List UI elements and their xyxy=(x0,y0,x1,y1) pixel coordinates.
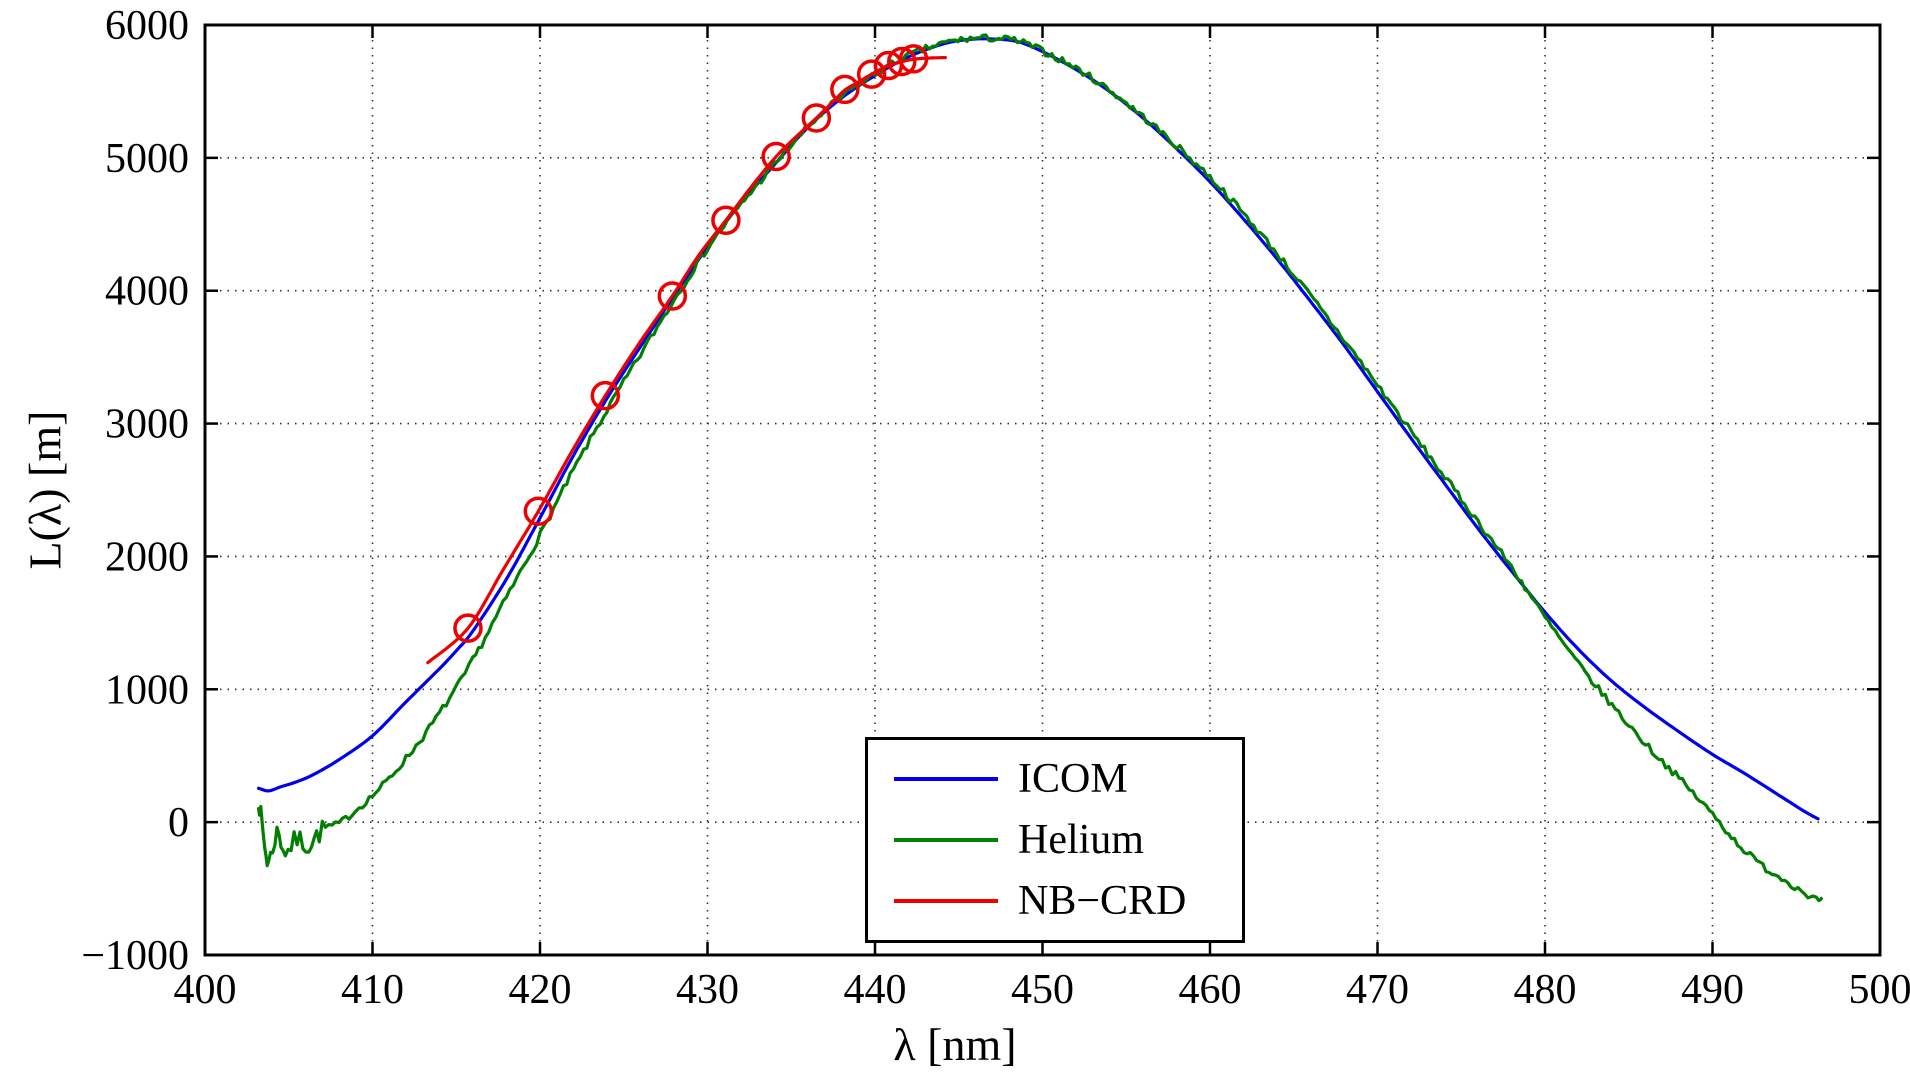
data-point-marker xyxy=(711,205,741,236)
y-tick-label: 2000 xyxy=(105,534,189,580)
data-point-marker xyxy=(761,141,791,172)
x-tick-label: 400 xyxy=(174,967,237,1013)
legend-line-sample-nbcrd xyxy=(894,899,998,904)
x-tick-label: 410 xyxy=(341,967,404,1013)
data-point-marker xyxy=(453,613,483,643)
legend-label-nbcrd: NB−CRD xyxy=(1018,878,1187,925)
y-tick-label: 4000 xyxy=(105,269,189,315)
series-icom-line xyxy=(257,37,1820,821)
tick-labels: 400 410 420 430 440 450 460 470 480 490 500 −1000 0 1… xyxy=(81,3,1910,1013)
axis-ticks xyxy=(203,23,1882,957)
y-tick-label: −1000 xyxy=(81,933,189,979)
x-tick-label: 420 xyxy=(509,967,572,1013)
legend-row-helium: Helium xyxy=(868,819,1242,861)
data-point-marker xyxy=(590,380,621,411)
data-point-marker xyxy=(523,496,554,527)
y-tick-label: 3000 xyxy=(105,402,189,448)
y-axis-label: L(λ) [m] xyxy=(19,410,71,570)
series-nb-crd-line xyxy=(426,56,947,665)
series-nb-crd-markers xyxy=(453,44,929,643)
series-helium-line xyxy=(257,33,1823,903)
legend-row-nbcrd: NB−CRD xyxy=(868,880,1242,922)
data-point-marker xyxy=(830,74,860,105)
y-tick-label: 1000 xyxy=(105,667,189,713)
data-point-marker xyxy=(856,59,887,89)
x-tick-label: 470 xyxy=(1346,967,1409,1013)
x-tick-label: 490 xyxy=(1681,967,1744,1013)
y-tick-label: 6000 xyxy=(105,3,189,49)
y-tick-label: 5000 xyxy=(105,136,189,182)
x-tick-label: 440 xyxy=(844,967,907,1013)
data-point-marker xyxy=(657,281,688,311)
data-point-marker xyxy=(801,103,832,133)
legend-line-sample-icom xyxy=(894,776,998,781)
x-tick-label: 430 xyxy=(676,967,739,1013)
x-axis-label: λ [nm] xyxy=(893,1019,1017,1070)
legend-label-helium: Helium xyxy=(1018,816,1144,863)
data-point-marker xyxy=(887,46,917,77)
data-point-marker xyxy=(898,44,929,74)
x-tick-label: 480 xyxy=(1514,967,1577,1013)
x-tick-label: 460 xyxy=(1179,967,1242,1013)
y-tick-label: 0 xyxy=(168,800,189,846)
x-tick-label: 500 xyxy=(1849,967,1910,1013)
legend-line-sample-helium xyxy=(894,837,998,842)
legend-label-icom: ICOM xyxy=(1018,755,1128,802)
legend-box: ICOM Helium NB−CRD xyxy=(865,737,1245,943)
x-tick-label: 450 xyxy=(1011,967,1074,1013)
legend-row-icom: ICOM xyxy=(868,758,1242,800)
